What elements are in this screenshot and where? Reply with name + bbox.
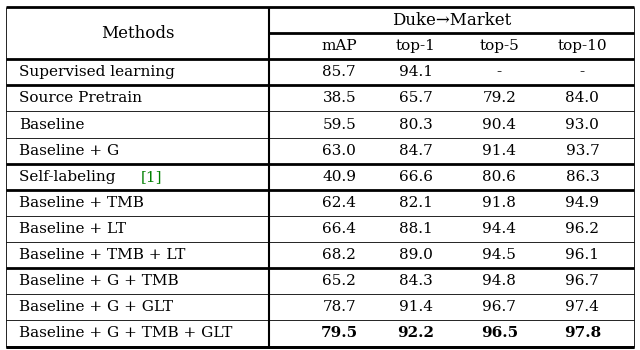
Text: Baseline + G: Baseline + G	[19, 144, 120, 158]
Text: 63.0: 63.0	[323, 144, 356, 158]
Text: Baseline + G + TMB: Baseline + G + TMB	[19, 274, 179, 288]
Text: 96.1: 96.1	[565, 248, 600, 262]
Text: 85.7: 85.7	[323, 65, 356, 79]
Text: 38.5: 38.5	[323, 91, 356, 105]
Text: top-10: top-10	[557, 39, 607, 53]
Text: 94.4: 94.4	[482, 222, 516, 236]
Text: -: -	[580, 65, 585, 79]
Text: 91.4: 91.4	[399, 300, 433, 314]
Text: 94.9: 94.9	[565, 196, 600, 210]
Text: Methods: Methods	[101, 25, 174, 42]
Text: 79.2: 79.2	[483, 91, 516, 105]
Text: [1]: [1]	[141, 170, 163, 184]
Text: 86.3: 86.3	[566, 170, 599, 184]
Text: Baseline + LT: Baseline + LT	[19, 222, 126, 236]
Text: Source Pretrain: Source Pretrain	[19, 91, 142, 105]
Text: Baseline + TMB: Baseline + TMB	[19, 196, 144, 210]
Text: mAP: mAP	[321, 39, 357, 53]
Text: 93.0: 93.0	[566, 118, 599, 132]
Text: 84.3: 84.3	[399, 274, 433, 288]
Text: 59.5: 59.5	[323, 118, 356, 132]
Text: 97.8: 97.8	[564, 327, 601, 341]
Text: top-5: top-5	[479, 39, 519, 53]
Text: 66.6: 66.6	[399, 170, 433, 184]
Text: 79.5: 79.5	[321, 327, 358, 341]
Text: top-1: top-1	[396, 39, 436, 53]
Text: 96.7: 96.7	[566, 274, 599, 288]
Text: 40.9: 40.9	[322, 170, 356, 184]
Text: 82.1: 82.1	[399, 196, 433, 210]
Text: 94.5: 94.5	[483, 248, 516, 262]
Text: 92.2: 92.2	[397, 327, 435, 341]
Text: Baseline + G + TMB + GLT: Baseline + G + TMB + GLT	[19, 327, 232, 341]
Text: Self-labeling: Self-labeling	[19, 170, 120, 184]
Text: 88.1: 88.1	[399, 222, 433, 236]
Text: 90.4: 90.4	[482, 118, 516, 132]
Text: Baseline + TMB + LT: Baseline + TMB + LT	[19, 248, 186, 262]
Text: Baseline + G + GLT: Baseline + G + GLT	[19, 300, 173, 314]
Text: 96.5: 96.5	[481, 327, 518, 341]
Text: Duke→Market: Duke→Market	[392, 12, 511, 29]
Text: 93.7: 93.7	[566, 144, 599, 158]
Text: 68.2: 68.2	[323, 248, 356, 262]
Text: 94.8: 94.8	[483, 274, 516, 288]
Text: 94.1: 94.1	[399, 65, 433, 79]
Text: 97.4: 97.4	[566, 300, 599, 314]
Text: 96.7: 96.7	[483, 300, 516, 314]
Text: 91.8: 91.8	[483, 196, 516, 210]
Text: 78.7: 78.7	[323, 300, 356, 314]
Text: 80.6: 80.6	[483, 170, 516, 184]
Text: 80.3: 80.3	[399, 118, 433, 132]
Text: 84.7: 84.7	[399, 144, 433, 158]
Text: Supervised learning: Supervised learning	[19, 65, 175, 79]
Text: 65.2: 65.2	[323, 274, 356, 288]
Text: Baseline: Baseline	[19, 118, 84, 132]
Text: 96.2: 96.2	[565, 222, 600, 236]
Text: 65.7: 65.7	[399, 91, 433, 105]
Text: 66.4: 66.4	[322, 222, 356, 236]
Text: 62.4: 62.4	[322, 196, 356, 210]
Text: 84.0: 84.0	[566, 91, 599, 105]
Text: 89.0: 89.0	[399, 248, 433, 262]
Text: 91.4: 91.4	[482, 144, 516, 158]
Text: -: -	[497, 65, 502, 79]
